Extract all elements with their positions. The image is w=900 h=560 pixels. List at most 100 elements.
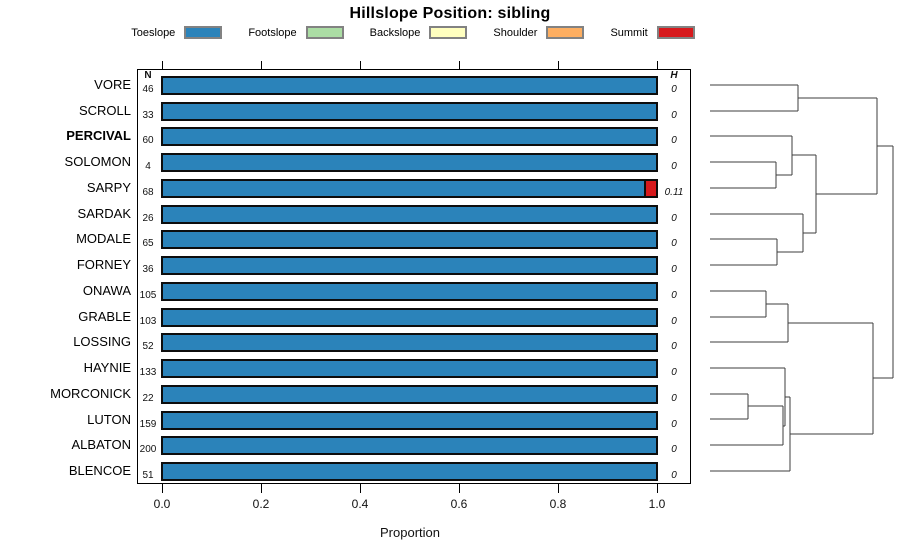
bar-luton	[161, 410, 658, 430]
legend-swatch-shoulder	[546, 26, 585, 39]
bar-segment-toeslope	[163, 360, 656, 376]
x-axis-label: Proportion	[380, 525, 440, 540]
h-value: 0	[671, 110, 677, 121]
legend-label: Toeslope	[131, 26, 176, 39]
x-tick-bottom	[459, 484, 460, 493]
bar-morconick	[161, 384, 658, 404]
series-label: BLENCOE	[68, 463, 131, 478]
bar-percival	[161, 126, 658, 146]
legend-item-footslope: Footslope	[248, 26, 344, 39]
x-tick-top	[657, 61, 658, 69]
n-value: 103	[139, 316, 157, 327]
legend-swatch-backslope	[429, 26, 468, 39]
x-tick-label: 0.8	[549, 497, 567, 511]
n-value: 52	[142, 341, 154, 352]
legend-item-toeslope: Toeslope	[131, 26, 223, 39]
bar-segment-toeslope	[163, 103, 656, 119]
h-value: 0	[671, 444, 677, 455]
n-column-header: N	[144, 70, 152, 81]
bar-lossing	[161, 332, 658, 352]
bar-sardak	[161, 204, 658, 224]
h-value: 0	[671, 470, 677, 481]
bar-solomon	[161, 152, 658, 172]
x-tick-bottom	[657, 484, 658, 493]
n-value: 68	[142, 187, 154, 198]
n-value: 22	[142, 393, 154, 404]
h-value: 0	[671, 264, 677, 275]
x-tick-label: 1.0	[648, 497, 666, 511]
x-tick-top	[360, 61, 361, 69]
bar-segment-toeslope	[163, 128, 656, 144]
x-tick-bottom	[162, 484, 163, 493]
legend-item-backslope: Backslope	[370, 26, 468, 39]
n-value: 159	[139, 419, 157, 430]
bar-segment-toeslope	[163, 231, 656, 247]
legend-label: Shoulder	[493, 26, 538, 39]
n-value: 26	[142, 213, 154, 224]
bar-sarpy	[161, 178, 658, 198]
series-label: ONAWA	[82, 283, 131, 298]
bar-scroll	[161, 101, 658, 121]
chart-title: Hillslope Position: sibling	[349, 5, 551, 22]
series-label: FORNEY	[76, 257, 131, 272]
bar-segment-toeslope	[163, 154, 656, 170]
n-value: 51	[142, 470, 154, 481]
x-tick-bottom	[360, 484, 361, 493]
series-label: MODALE	[76, 231, 131, 246]
n-value: 133	[139, 367, 157, 378]
bar-segment-toeslope	[163, 463, 656, 479]
x-tick-bottom	[558, 484, 559, 493]
n-value: 4	[145, 161, 151, 172]
n-value: 33	[142, 110, 154, 121]
n-value: 200	[139, 444, 157, 455]
legend-label: Backslope	[369, 26, 421, 39]
h-value: 0	[671, 213, 677, 224]
x-tick-top	[558, 61, 559, 69]
n-value: 65	[142, 238, 154, 249]
n-value: 36	[142, 264, 154, 275]
x-tick-label: 0.6	[450, 497, 468, 511]
series-label: SOLOMON	[64, 154, 131, 169]
legend-swatch-summit	[656, 26, 695, 39]
bar-segment-toeslope	[163, 77, 656, 93]
x-tick-label: 0.2	[252, 497, 270, 511]
series-label: ALBATON	[71, 437, 131, 452]
h-column-header: H	[670, 70, 678, 81]
n-value: 105	[139, 290, 157, 301]
x-tick-label: 0.4	[351, 497, 369, 511]
bar-segment-toeslope	[163, 283, 656, 299]
legend-label: Summit	[610, 26, 648, 39]
series-label: LUTON	[87, 412, 131, 427]
bar-segment-toeslope	[163, 437, 656, 453]
bar-blencoe	[161, 461, 658, 481]
h-value: 0	[671, 393, 677, 404]
series-label: SARDAK	[77, 206, 131, 221]
bar-modale	[161, 229, 658, 249]
series-label: PERCIVAL	[66, 128, 131, 143]
series-label: LOSSING	[73, 334, 131, 349]
chart-legend: Toeslope Footslope Backslope Shoulder Summit	[0, 26, 826, 39]
series-label: HAYNIE	[83, 360, 131, 375]
bar-forney	[161, 255, 658, 275]
legend-label: Footslope	[248, 26, 297, 39]
legend-item-shoulder: Shoulder	[493, 26, 585, 39]
bar-segment-toeslope	[163, 180, 644, 196]
x-tick-label: 0.0	[153, 497, 171, 511]
h-value: 0	[671, 238, 677, 249]
bar-grable	[161, 307, 658, 327]
legend-item-summit: Summit	[610, 26, 695, 39]
bar-segment-toeslope	[163, 412, 656, 428]
bar-segment-toeslope	[163, 334, 656, 350]
x-tick-top	[261, 61, 262, 69]
h-value: 0	[671, 84, 677, 95]
bar-segment-toeslope	[163, 309, 656, 325]
bar-haynie	[161, 358, 658, 378]
series-label: VORE	[94, 77, 131, 92]
n-value: 46	[142, 84, 154, 95]
h-value: 0.11	[664, 187, 684, 198]
n-value: 60	[142, 135, 154, 146]
h-value: 0	[671, 316, 677, 327]
series-label: SCROLL	[78, 103, 131, 118]
bar-albaton	[161, 435, 658, 455]
